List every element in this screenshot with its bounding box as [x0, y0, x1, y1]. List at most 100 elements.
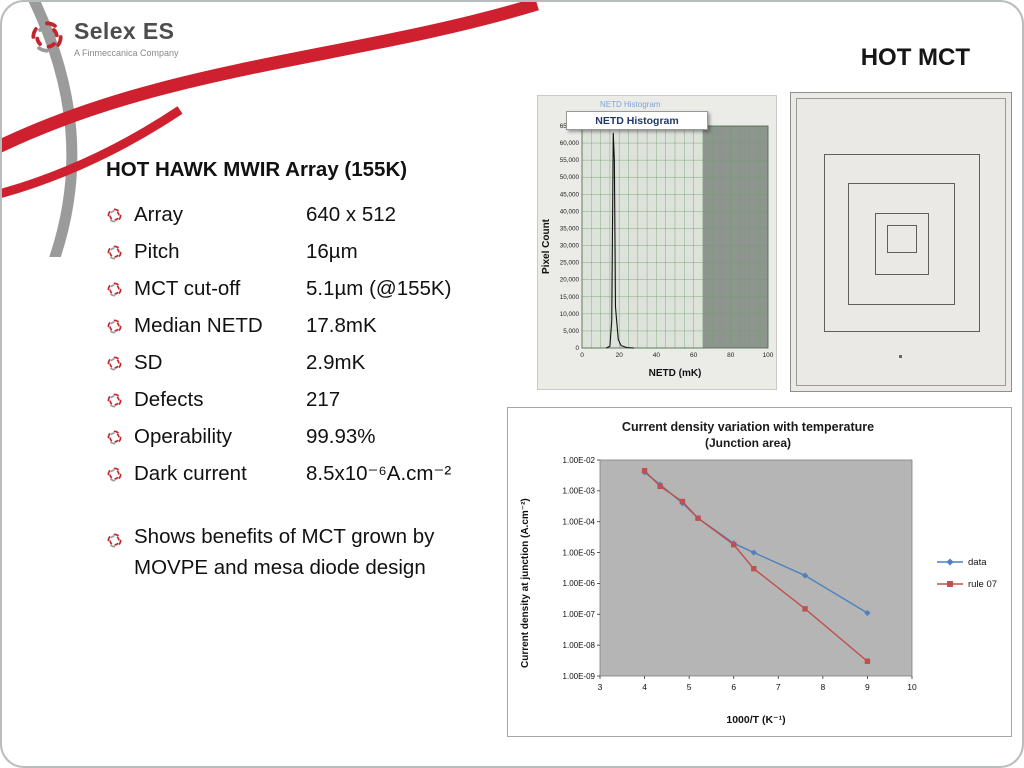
spec-label: Median NETD: [134, 313, 263, 337]
bullet-icon: [106, 528, 123, 548]
spec-row: Dark current 8.5x10⁻⁶A.cm⁻²: [106, 455, 521, 492]
svg-text:1.00E-07: 1.00E-07: [563, 610, 596, 619]
svg-text:0: 0: [575, 345, 579, 352]
spec-value: 16µm: [306, 239, 358, 263]
spec-label: Defects: [134, 387, 204, 411]
svg-text:80: 80: [727, 352, 735, 359]
svg-text:40,000: 40,000: [560, 208, 580, 215]
spec-row: Median NETD 17.8mK: [106, 307, 521, 344]
spec-label: Dark current: [134, 461, 247, 485]
spec-row: Operability 99.93%: [106, 418, 521, 455]
svg-text:20,000: 20,000: [560, 277, 580, 284]
bullet-icon: [106, 391, 123, 408]
chart-title: Current density variation with temperatu…: [621, 420, 875, 434]
spec-list: Array 640 x 512 Pitch 16µm MCT cut-off 5…: [106, 196, 521, 492]
spec-label: Operability: [134, 424, 232, 448]
chart-subtitle: (Junction area): [704, 436, 791, 450]
histogram-title: NETD Histogram: [595, 114, 679, 127]
array-diagram-panel: [790, 92, 1012, 392]
svg-text:5: 5: [687, 682, 692, 692]
svg-text:1.00E-09: 1.00E-09: [563, 672, 596, 681]
svg-text:20: 20: [616, 352, 624, 359]
nested-rectangle-center: [887, 225, 917, 253]
svg-text:7: 7: [776, 682, 781, 692]
diamond-marker-icon: [937, 558, 963, 566]
histogram-x-axis-label: NETD (mK): [648, 368, 702, 379]
page-title: HOT MCT: [860, 44, 970, 71]
bullet-icon: [106, 465, 123, 482]
spec-label: MCT cut-off: [134, 276, 241, 300]
bullet-icon: [106, 280, 123, 297]
spec-label: Array: [134, 202, 183, 226]
svg-text:30,000: 30,000: [560, 243, 580, 250]
current-density-chart: 1.00E-02 1.00E-03 1.00E-04 1.00E-05 1.00E-06…: [563, 456, 917, 692]
current-density-chart-panel: Current density variation with temperatu…: [507, 407, 1012, 737]
svg-text:60,000: 60,000: [560, 140, 580, 147]
nested-rectangle-mid: [848, 183, 955, 305]
array-diagram-dot: [899, 355, 902, 358]
logo: Selex ES A Finmeccanica Company: [28, 18, 179, 61]
bullet-icon: [106, 243, 123, 260]
spec-row: SD 2.9mK: [106, 344, 521, 381]
spec-label: SD: [134, 350, 163, 374]
svg-text:1.00E-08: 1.00E-08: [563, 641, 596, 650]
logo-brand-text: Selex ES: [74, 18, 175, 44]
note-row: Shows benefits of MCT grown by MOVPE and…: [106, 522, 521, 584]
spec-value: 217: [306, 387, 341, 411]
chart-y-axis-title: Current density at junction (A.cm⁻²): [520, 498, 531, 668]
faint-chart-title: NETD Histogram: [600, 100, 661, 109]
bullet-icon: [106, 206, 123, 223]
svg-text:1.00E-04: 1.00E-04: [563, 518, 596, 527]
svg-text:55,000: 55,000: [560, 157, 580, 164]
square-marker-icon: [937, 581, 963, 587]
nested-rectangle-outer: [824, 154, 980, 332]
specs-heading: HOT HAWK MWIR Array (155K): [106, 158, 408, 181]
array-diagram-frame: [796, 98, 1006, 386]
legend-label: data: [968, 556, 987, 568]
chart-legend: data rule 07: [936, 556, 997, 590]
svg-text:25,000: 25,000: [560, 260, 580, 267]
svg-text:100: 100: [763, 352, 774, 359]
svg-text:10: 10: [907, 682, 917, 692]
bullet-icon: [106, 354, 123, 371]
svg-text:1.00E-05: 1.00E-05: [563, 548, 596, 557]
spec-value: 17.8mK: [306, 313, 377, 337]
svg-text:8: 8: [820, 682, 825, 692]
spec-label: Pitch: [134, 239, 180, 263]
svg-text:4: 4: [642, 682, 647, 692]
netd-histogram-panel: NETD Histogram NETD Histogram Pixel Coun…: [537, 95, 777, 390]
legend-item: data: [936, 556, 997, 568]
svg-text:10,000: 10,000: [560, 311, 580, 318]
spec-value: 8.5x10⁻⁶A.cm⁻²: [306, 462, 452, 485]
spec-value: 640 x 512: [306, 202, 397, 226]
svg-text:60: 60: [690, 352, 698, 359]
spec-row: Defects 217: [106, 381, 521, 418]
note-text: Shows benefits of MCT grown by MOVPE and…: [134, 525, 435, 579]
legend-label: rule 07: [968, 578, 998, 590]
svg-text:35,000: 35,000: [560, 225, 580, 232]
svg-text:45,000: 45,000: [560, 191, 580, 198]
svg-text:40: 40: [653, 352, 661, 359]
logo-tagline-text: A Finmeccanica Company: [74, 48, 179, 58]
svg-text:6: 6: [731, 682, 736, 692]
bullet-icon: [106, 317, 123, 334]
netd-histogram-chart: 0 5,000 10,000 15,000 20,000 25,000 30,000 35,0…: [560, 123, 774, 359]
svg-text:5,000: 5,000: [563, 328, 579, 335]
svg-text:3: 3: [598, 682, 603, 692]
svg-text:1.00E-03: 1.00E-03: [563, 487, 596, 496]
spec-row: Pitch 16µm: [106, 233, 521, 270]
spec-row: MCT cut-off 5.1µm (@155K): [106, 270, 521, 307]
svg-text:1.00E-02: 1.00E-02: [563, 456, 596, 465]
specs-section: HOT HAWK MWIR Array (155K) Array 640 x 5…: [106, 158, 521, 584]
chart-x-axis-title: 1000/T (K⁻¹): [726, 714, 786, 726]
svg-text:1.00E-06: 1.00E-06: [563, 579, 596, 588]
svg-text:50,000: 50,000: [560, 174, 580, 181]
selex-burst-icon: [28, 18, 66, 61]
legend-item: rule 07: [936, 578, 997, 590]
svg-text:15,000: 15,000: [560, 294, 580, 301]
histogram-title-box: NETD Histogram: [566, 111, 708, 130]
bullet-icon: [106, 428, 123, 445]
spec-value: 5.1µm (@155K): [306, 276, 452, 300]
spec-row: Array 640 x 512: [106, 196, 521, 233]
